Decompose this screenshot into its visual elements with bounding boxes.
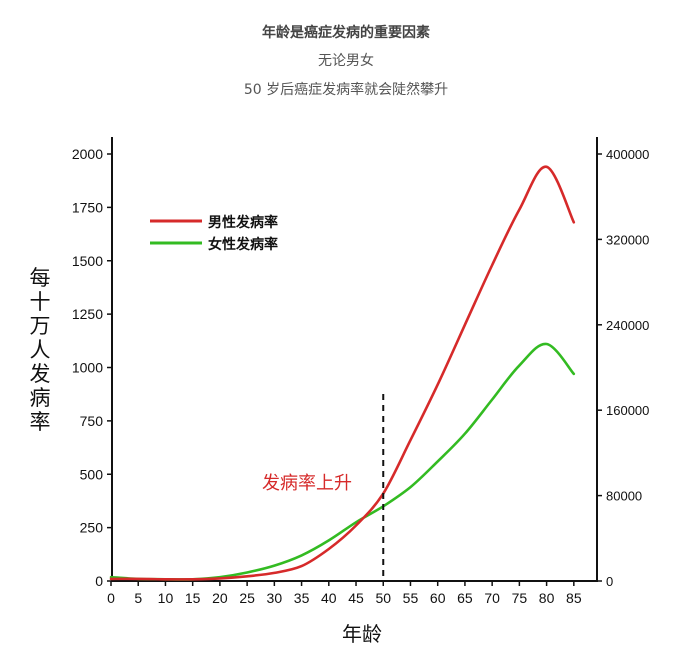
y-tick-label: 750 — [80, 413, 104, 429]
y-tick-label: 1500 — [72, 253, 103, 269]
chart-subtitle-2: 50 岁后癌症发病率就会陡然攀升 — [243, 82, 449, 98]
x-axis-label: 年龄 — [342, 622, 382, 646]
x-tick-label: 55 — [403, 590, 419, 606]
series-line-1 — [109, 342, 576, 581]
chart-title: 年龄是癌症发病的重要因素 — [262, 25, 430, 41]
series-line-0 — [109, 165, 576, 581]
y-tick-label: 0 — [95, 573, 103, 589]
y2-tick-label: 240000 — [606, 318, 649, 333]
x-tick-label: 20 — [212, 590, 228, 606]
x-tick-label: 50 — [375, 590, 391, 606]
annotation-label: 发病率上升 — [262, 473, 352, 494]
x-tick-label: 85 — [566, 590, 582, 606]
x-tick-label: 60 — [430, 590, 446, 606]
y2-tick-label: 320000 — [606, 232, 649, 247]
x-tick-label: 15 — [185, 590, 201, 606]
y-tick-label: 1250 — [72, 306, 103, 322]
legend-label-1: 女性发病率 — [208, 236, 278, 253]
y-tick-label: 250 — [80, 520, 104, 536]
x-tick-label: 70 — [484, 590, 500, 606]
chart-axes: 0250500750100012501500175020000800001600… — [72, 137, 649, 606]
y2-tick-label: 0 — [606, 574, 613, 589]
x-tick-label: 0 — [107, 590, 115, 606]
x-tick-label: 35 — [294, 590, 310, 606]
x-tick-label: 65 — [457, 590, 473, 606]
y-axis-label-char: 人 — [30, 338, 51, 362]
y-tick-label: 500 — [80, 466, 104, 482]
y-axis-label-char: 每 — [30, 266, 51, 290]
y-axis-label-char: 十 — [30, 290, 51, 314]
chart-lines — [109, 165, 576, 581]
y-axis-label-char: 率 — [30, 410, 51, 434]
y-axis-label-char: 病 — [30, 386, 51, 410]
x-tick-label: 5 — [134, 590, 142, 606]
y-axis-label-char: 发 — [30, 362, 51, 386]
x-tick-label: 75 — [512, 590, 528, 606]
y2-tick-label: 400000 — [606, 147, 649, 162]
y-tick-label: 2000 — [72, 146, 103, 162]
x-tick-label: 30 — [267, 590, 283, 606]
x-tick-label: 80 — [539, 590, 555, 606]
x-tick-label: 10 — [158, 590, 174, 606]
y-tick-label: 1000 — [72, 360, 103, 376]
y-tick-label: 1750 — [72, 199, 103, 215]
x-tick-label: 40 — [321, 590, 337, 606]
y2-tick-label: 80000 — [606, 489, 642, 504]
chart-subtitle-1: 无论男女 — [318, 53, 374, 69]
y-axis-label-char: 万 — [30, 314, 51, 338]
y2-tick-label: 160000 — [606, 403, 649, 418]
x-tick-label: 45 — [348, 590, 364, 606]
legend-label-0: 男性发病率 — [208, 214, 278, 231]
x-tick-label: 25 — [239, 590, 255, 606]
